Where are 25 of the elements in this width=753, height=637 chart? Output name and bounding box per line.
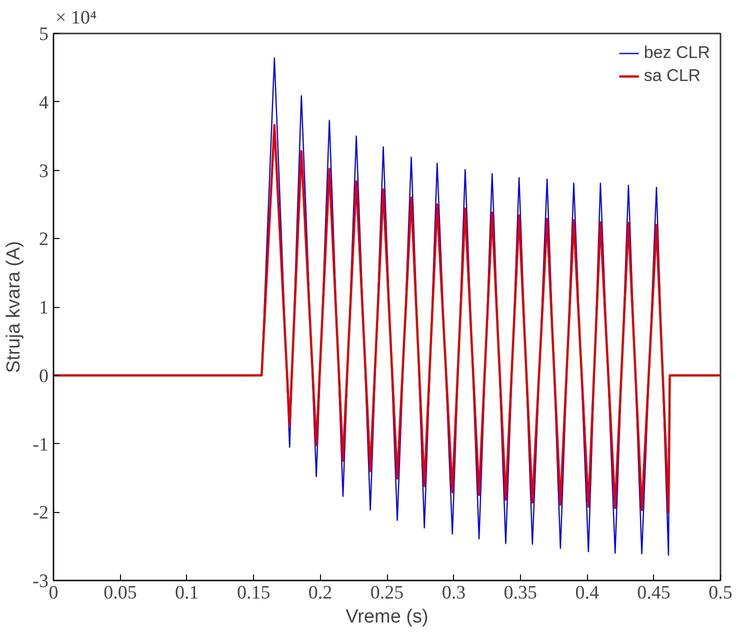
y-tick-label: -2 [32,502,48,524]
y-axis-title: Struja kvara (A) [4,241,25,373]
legend-label: sa CLR [644,66,701,86]
x-tick-label: 0.5 [708,582,732,604]
y-tick-label: -1 [32,434,48,456]
legend-label: bez CLR [644,43,710,63]
line-series [54,124,720,514]
y-tick-label: 4 [39,92,49,114]
y-tick-label: 0 [39,366,48,387]
y-tick-label: 3 [39,160,48,182]
x-tick-label: 0.25 [370,582,404,604]
x-tick-label: 0.45 [637,582,670,604]
y-tick-label: 2 [39,229,48,250]
y-tick-label: 1 [39,298,48,318]
y-tick-label: -3 [32,571,48,592]
x-tick-label: 0.2 [308,582,332,604]
y-tick-label: 5 [39,24,48,45]
x-tick-label: 0.15 [236,582,270,604]
x-tick-label: 0.35 [504,582,538,604]
x-tick-label: 0.3 [442,582,466,604]
text: × 10⁴ [56,8,97,28]
x-tick-label: 0.1 [175,582,199,604]
x-axis-title: Vreme (s) [346,606,428,628]
x-tick-label: 0.4 [575,582,600,604]
x-tick-label: 0.05 [104,582,137,604]
